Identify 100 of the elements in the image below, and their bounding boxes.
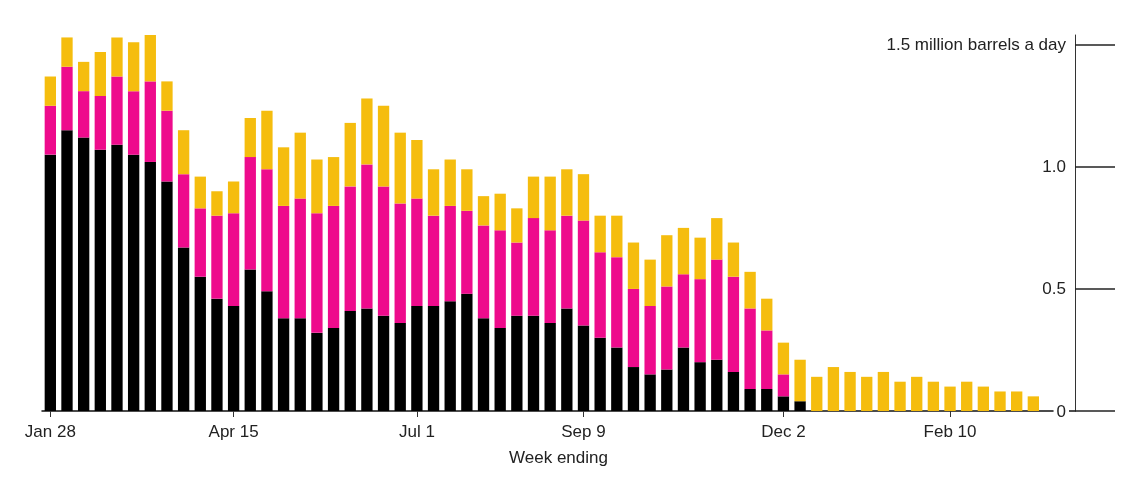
bar xyxy=(711,218,723,260)
bar xyxy=(944,386,956,411)
bar xyxy=(211,298,223,411)
bar xyxy=(277,147,290,206)
bar xyxy=(94,52,106,97)
bar xyxy=(44,154,56,411)
bar xyxy=(361,164,373,309)
bar xyxy=(127,91,140,155)
bar xyxy=(444,159,456,206)
bar xyxy=(244,157,256,270)
bar xyxy=(394,203,406,324)
bar xyxy=(611,215,623,258)
bar xyxy=(161,181,173,411)
bar xyxy=(594,215,606,253)
bar xyxy=(411,306,423,411)
bar xyxy=(111,37,123,77)
bar xyxy=(561,308,573,411)
bar xyxy=(544,230,556,324)
bar xyxy=(94,149,106,411)
x-tick-label: Sep 9 xyxy=(561,422,606,441)
x-tick-label: Apr 15 xyxy=(208,422,259,441)
bar xyxy=(427,306,440,411)
bar xyxy=(177,130,190,175)
bar xyxy=(611,347,623,411)
bar xyxy=(211,215,223,299)
bar xyxy=(644,259,656,307)
bar xyxy=(194,276,206,411)
bar xyxy=(144,81,156,162)
bar xyxy=(761,389,773,411)
bar xyxy=(627,288,640,368)
bar xyxy=(611,257,623,348)
bar xyxy=(311,213,323,333)
bar xyxy=(461,210,473,294)
bar xyxy=(694,362,706,411)
bar xyxy=(161,110,173,182)
bar xyxy=(644,374,656,411)
x-tick-label: Jan 28 xyxy=(24,422,76,441)
bar xyxy=(144,35,156,82)
bar xyxy=(294,132,306,199)
bar xyxy=(244,269,256,411)
bar xyxy=(44,105,56,155)
bar xyxy=(194,176,206,209)
bar xyxy=(677,347,690,411)
bar xyxy=(911,376,923,411)
bar xyxy=(127,42,140,92)
bar xyxy=(727,242,740,277)
bar xyxy=(344,310,356,411)
bar xyxy=(677,227,690,275)
bar xyxy=(161,81,173,111)
bar xyxy=(177,247,190,411)
bar xyxy=(494,193,506,231)
bar xyxy=(511,242,523,316)
bar xyxy=(261,110,273,170)
bar xyxy=(677,274,690,348)
bar xyxy=(361,308,373,411)
bar xyxy=(144,161,156,411)
bar xyxy=(744,389,756,411)
bar xyxy=(794,401,806,411)
bar xyxy=(927,381,940,411)
bar xyxy=(494,230,506,328)
bar xyxy=(77,91,90,138)
bar xyxy=(661,369,673,411)
bar xyxy=(627,367,640,411)
bar xyxy=(77,61,90,92)
bar xyxy=(77,137,90,411)
bar xyxy=(444,301,456,411)
bar xyxy=(427,169,440,216)
bar xyxy=(661,235,673,287)
bar xyxy=(761,298,773,331)
bar xyxy=(811,376,823,411)
bar xyxy=(211,191,223,216)
bar xyxy=(577,174,590,221)
bar xyxy=(377,105,390,187)
bar xyxy=(961,381,973,411)
bar xyxy=(877,371,890,411)
bar xyxy=(544,176,556,231)
bar xyxy=(311,332,323,411)
bar xyxy=(644,306,656,375)
bar xyxy=(111,76,123,145)
bar xyxy=(294,198,306,319)
bar xyxy=(227,306,240,411)
bar xyxy=(777,342,790,375)
bar xyxy=(477,225,490,319)
bar xyxy=(344,186,356,311)
bar xyxy=(727,276,740,372)
bar xyxy=(344,122,356,187)
bar xyxy=(377,186,390,316)
bar xyxy=(311,159,323,214)
y-tick-label: 0.5 xyxy=(1042,279,1066,299)
bar xyxy=(694,237,706,280)
bar xyxy=(561,169,573,216)
bar xyxy=(61,130,73,411)
bar xyxy=(711,259,723,360)
bar xyxy=(394,132,406,204)
bar xyxy=(561,215,573,309)
bar xyxy=(461,293,473,411)
bar xyxy=(261,169,273,292)
x-tick-label: Feb 10 xyxy=(923,422,977,441)
bar xyxy=(744,271,756,309)
bar xyxy=(94,96,106,150)
